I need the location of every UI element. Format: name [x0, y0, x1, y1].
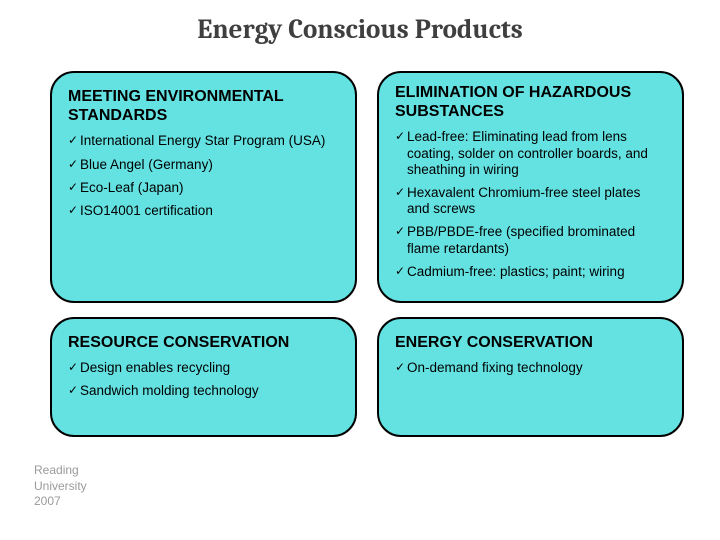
list-item: International Energy Star Program (USA) [68, 133, 339, 149]
list-item: Design enables recycling [68, 360, 339, 376]
card-heading: ELIMINATION OF HAZARDOUS SUBSTANCES [395, 83, 666, 121]
card-grid: MEETING ENVIRONMENTAL STANDARDS Internat… [0, 53, 720, 437]
list-item: On-demand fixing technology [395, 360, 666, 376]
footer-note: Reading University 2007 [34, 463, 87, 510]
card-resource-conservation: RESOURCE CONSERVATION Design enables rec… [50, 317, 357, 437]
card-heading: ENERGY CONSERVATION [395, 333, 666, 352]
list-item: Eco-Leaf (Japan) [68, 180, 339, 196]
card-heading: MEETING ENVIRONMENTAL STANDARDS [68, 87, 339, 125]
footer-line: Reading [34, 463, 87, 479]
list-item: Blue Angel (Germany) [68, 157, 339, 173]
list-item: PBB/PBDE-free (specified brominated flam… [395, 224, 666, 256]
list-item: Lead-free: Eliminating lead from lens co… [395, 129, 666, 178]
footer-line: 2007 [34, 494, 87, 510]
card-energy-conservation: ENERGY CONSERVATION On-demand fixing tec… [377, 317, 684, 437]
page-title: Energy Conscious Products [0, 0, 720, 53]
card-heading: RESOURCE CONSERVATION [68, 333, 339, 352]
footer-line: University [34, 479, 87, 495]
card-meeting-standards: MEETING ENVIRONMENTAL STANDARDS Internat… [50, 71, 357, 303]
card-hazardous-substances: ELIMINATION OF HAZARDOUS SUBSTANCES Lead… [377, 71, 684, 303]
list-item: Hexavalent Chromium-free steel plates an… [395, 185, 666, 217]
list-item: Sandwich molding technology [68, 383, 339, 399]
list-item: ISO14001 certification [68, 203, 339, 219]
list-item: Cadmium-free: plastics; paint; wiring [395, 264, 666, 280]
